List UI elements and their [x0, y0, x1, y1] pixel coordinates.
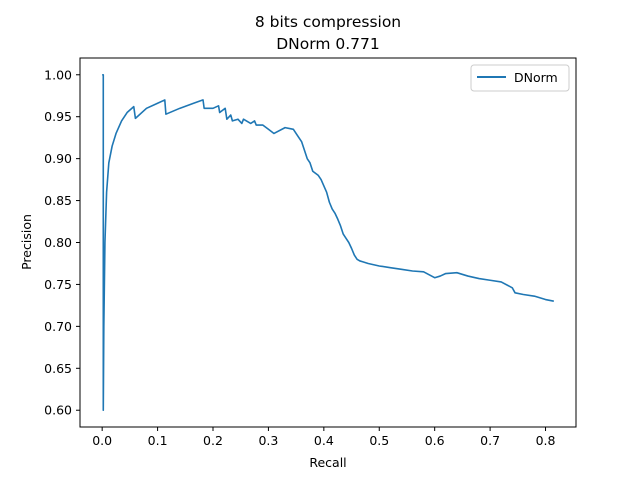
x-tick-label: 0.6: [425, 433, 445, 448]
x-tick-label: 0.1: [148, 433, 168, 448]
legend-box: [470, 64, 570, 92]
y-tick-label: 0.90: [44, 151, 72, 166]
x-axis-ticks: 0.0 0.1 0.2 0.3 0.4 0.5 0.6 0.7 0.8: [92, 427, 556, 448]
y-tick-label: 0.85: [44, 193, 72, 208]
x-tick-label: 0.8: [536, 433, 556, 448]
x-tick-label: 0.3: [258, 433, 278, 448]
x-tick-label: 0.7: [480, 433, 500, 448]
series-line-dnorm: [102, 73, 554, 412]
x-tick-label: 0.0: [92, 433, 112, 448]
x-tick-label: 0.5: [369, 433, 389, 448]
chart-subtitle: DNorm 0.771: [276, 35, 380, 53]
legend-label-dnorm: DNorm: [514, 70, 558, 85]
y-tick-label: 0.80: [44, 235, 72, 250]
x-tick-label: 0.4: [314, 433, 334, 448]
x-tick-label: 0.2: [203, 433, 223, 448]
y-tick-label: 0.75: [44, 277, 72, 292]
plot-frame: [79, 57, 577, 428]
series-layer: [102, 73, 554, 412]
legend: DNorm: [470, 64, 570, 92]
y-tick-label: 0.60: [44, 403, 72, 418]
y-tick-label: 0.65: [44, 361, 72, 376]
y-tick-label: 1.00: [44, 67, 72, 82]
chart-title: 8 bits compression: [255, 13, 401, 31]
y-tick-label: 0.70: [44, 319, 72, 334]
y-axis-ticks: 0.60 0.65 0.70 0.75 0.80 0.85 0.90 0.95 1.00: [44, 67, 80, 418]
x-axis-label: Recall: [309, 455, 346, 470]
y-axis-label: Precision: [19, 214, 34, 270]
y-tick-label: 0.95: [44, 109, 72, 124]
